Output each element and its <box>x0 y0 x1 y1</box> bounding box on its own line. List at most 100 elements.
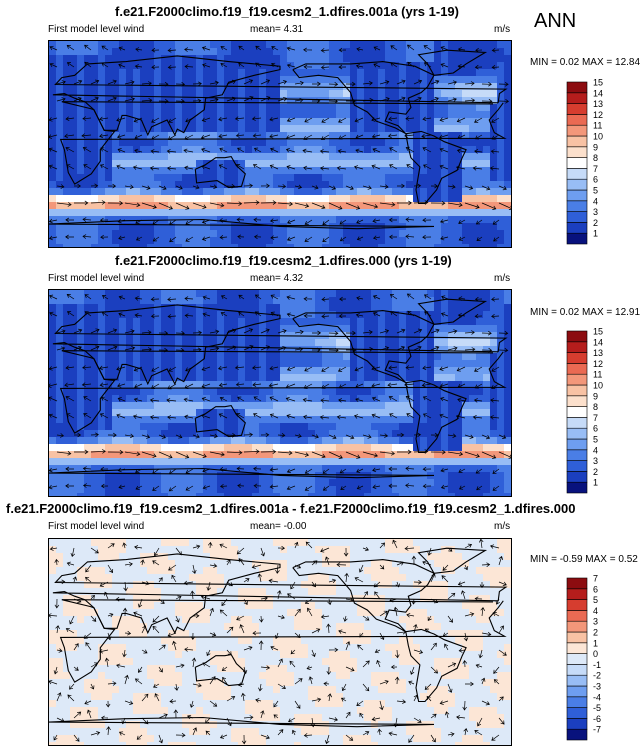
field-fill <box>49 539 511 745</box>
colorbar-tick-label: 3 <box>593 207 598 217</box>
colorbar-tick-label: 15 <box>593 327 603 337</box>
colorbar-swatch <box>566 577 588 590</box>
colorbar-swatch <box>566 718 588 730</box>
colorbar-swatch <box>566 417 588 429</box>
panel-1-minmax: MIN = 0.02 MAX = 12.84 <box>530 57 641 68</box>
wind-vectors <box>49 44 511 243</box>
panel-1-colorbar: 1 2 3 4 5 6 7 8 9 10 11 12 13 14 15 <box>566 78 603 245</box>
panel-3-mean: mean= -0.00 <box>250 521 307 532</box>
colorbar-tick-label: 10 <box>593 132 603 142</box>
colorbar-tick-label: 9 <box>593 142 598 152</box>
colorbar-swatch <box>566 707 588 719</box>
panel-3-units: m/s <box>494 521 511 532</box>
panel-1-title: f.e21.F2000climo.f19_f19.cesm2_1.dfires.… <box>115 4 459 19</box>
colorbar-tick-label: 4 <box>593 606 598 616</box>
colorbar-tick-label: 9 <box>593 391 598 401</box>
panel-1-field-label: First model level wind <box>48 24 145 35</box>
colorbar-tick-label: 4 <box>593 445 598 455</box>
colorbar-swatch <box>566 352 588 364</box>
colorbar-swatch <box>566 395 588 407</box>
map-svg <box>49 41 511 247</box>
colorbar-tick-label: 2 <box>593 467 598 477</box>
panel-2-title: f.e21.F2000climo.f19_f19.cesm2_1.dfires.… <box>115 253 452 268</box>
colorbar-swatch <box>566 232 588 245</box>
colorbar-swatch <box>566 427 588 440</box>
panel-3-colorbar: -7 -6 -5 -4 -3 -2 -1 0 1 2 3 4 5 6 7 <box>566 574 601 741</box>
colorbar-tick-label: 3 <box>593 617 598 627</box>
panel-2-minmax: MIN = 0.02 MAX = 12.91 <box>530 307 641 318</box>
colorbar-swatch <box>566 384 588 397</box>
colorbar-tick-label: 8 <box>593 402 598 412</box>
coastlines <box>49 49 508 230</box>
colorbar-tick-label: 1 <box>593 478 598 488</box>
panel-2-mean: mean= 4.32 <box>250 273 304 284</box>
map-svg <box>49 290 511 496</box>
colorbar-swatch <box>566 620 588 633</box>
colorbar-tick-label: 0 <box>593 649 598 659</box>
panel-2-field-label: First model level wind <box>48 273 145 284</box>
colorbar-tick-label: -4 <box>593 692 601 702</box>
wind-vectors <box>49 293 511 492</box>
colorbar-swatch <box>566 200 588 212</box>
colorbar-tick-label: 3 <box>593 456 598 466</box>
colorbar-swatch <box>566 363 588 375</box>
coastlines <box>49 298 508 479</box>
colorbar-tick-label: 11 <box>593 121 602 131</box>
colorbar-swatch <box>566 685 588 698</box>
colorbar-swatch <box>566 114 588 126</box>
colorbar-tick-label: 2 <box>593 628 598 638</box>
colorbar-swatch <box>566 449 588 461</box>
colorbar-tick-label: 1 <box>593 229 598 239</box>
colorbar-tick-label: 5 <box>593 186 598 196</box>
colorbar-swatch <box>566 373 588 386</box>
colorbar-swatch <box>566 103 588 115</box>
panel-3-minmax: MIN = -0.59 MAX = 0.52 <box>530 554 638 565</box>
colorbar-swatch <box>566 481 588 494</box>
panel-3-field-label: First model level wind <box>48 521 145 532</box>
colorbar-swatch <box>566 696 588 708</box>
colorbar-tick-label: 4 <box>593 196 598 206</box>
colorbar-swatch <box>566 178 588 191</box>
wind-vectors <box>49 539 507 745</box>
colorbar-swatch <box>566 631 588 644</box>
colorbar-tick-label: 7 <box>593 413 598 423</box>
colorbar-swatch <box>566 341 588 353</box>
colorbar-tick-label: -5 <box>593 703 601 713</box>
colorbar-swatch <box>566 168 588 180</box>
map-svg <box>49 539 511 745</box>
colorbar-tick-label: 6 <box>593 424 598 434</box>
colorbar-tick-label: 13 <box>593 99 603 109</box>
season-label: ANN <box>534 10 577 32</box>
colorbar-swatch <box>566 92 588 104</box>
panel-3-title: f.e21.F2000climo.f19_f19.cesm2_1.dfires.… <box>6 501 576 516</box>
colorbar-swatch <box>566 588 588 600</box>
colorbar-swatch <box>566 211 588 223</box>
colorbar-tick-label: -2 <box>593 671 601 681</box>
colorbar-tick-label: 14 <box>593 88 603 98</box>
colorbar-swatch <box>566 653 588 665</box>
colorbar-swatch <box>566 222 588 234</box>
panel-1-mean: mean= 4.31 <box>250 24 304 35</box>
colorbar-tick-label: 11 <box>593 370 602 380</box>
colorbar-swatch <box>566 189 588 202</box>
field-fill <box>49 290 511 496</box>
colorbar-swatch <box>566 330 588 343</box>
colorbar-swatch <box>566 124 588 137</box>
colorbar-swatch <box>566 471 588 483</box>
colorbar-tick-label: 2 <box>593 218 598 228</box>
colorbar-tick-label: 14 <box>593 337 603 347</box>
colorbar-swatch <box>566 146 588 158</box>
colorbar-tick-label: 15 <box>593 78 603 88</box>
panel-2-map <box>48 289 512 497</box>
colorbar-tick-label: -6 <box>593 714 601 724</box>
colorbar-tick-label: 7 <box>593 164 598 174</box>
colorbar-tick-label: 6 <box>593 584 598 594</box>
colorbar-swatch <box>566 728 588 741</box>
colorbar-swatch <box>566 406 588 418</box>
colorbar-swatch <box>566 157 588 169</box>
colorbar-swatch <box>566 135 588 148</box>
colorbar-swatch <box>566 438 588 451</box>
